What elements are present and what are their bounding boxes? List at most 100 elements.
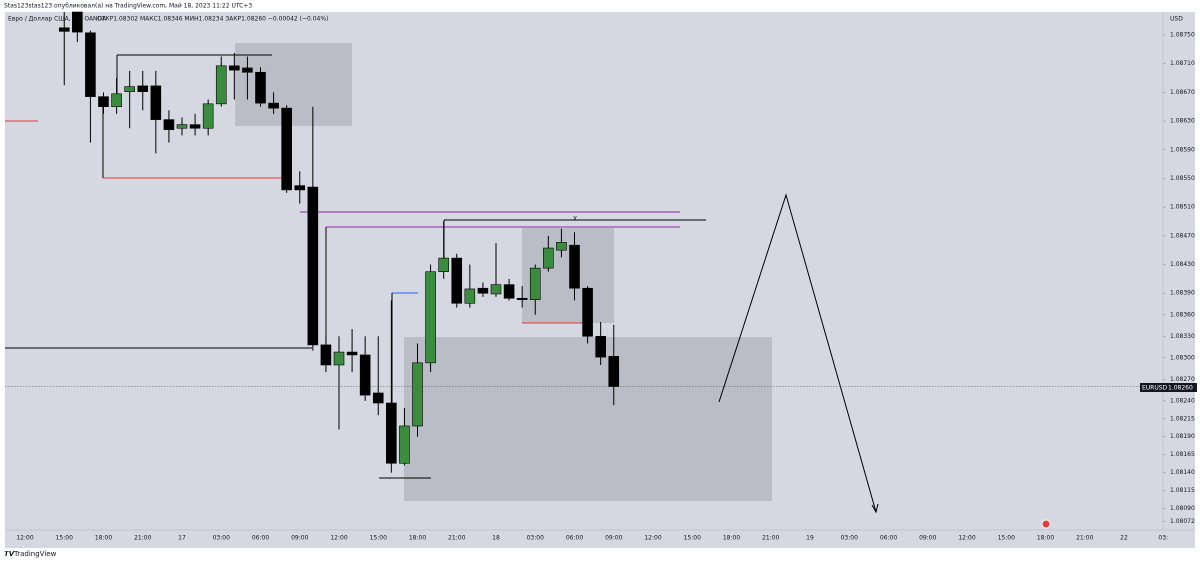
x-tick-label: 15:00 — [56, 535, 73, 542]
candle-body — [412, 362, 423, 427]
y-tick-label: 1.08360 — [1170, 311, 1195, 318]
drawings — [5, 43, 1051, 529]
x-tick-label: 12:00 — [958, 535, 975, 542]
projection-path — [718, 193, 877, 513]
x-tick-label: 09:00 — [919, 535, 936, 542]
x-tick-label: 03: — [1158, 535, 1168, 542]
x-tick-label: 21:00 — [448, 535, 465, 542]
event-icon — [1041, 519, 1051, 529]
candle-body — [451, 257, 463, 304]
y-tick-label: 1.08330 — [1170, 333, 1195, 340]
candle-body — [98, 96, 109, 108]
candle-body — [333, 351, 345, 366]
candle-body — [189, 124, 201, 129]
candle-body — [150, 85, 162, 120]
price-tag-symbol: EURUSD — [1142, 385, 1168, 392]
candle-body — [372, 392, 384, 404]
plot-background — [5, 12, 1195, 548]
candle-body — [176, 124, 188, 129]
y-tick-label: 1.08115 — [1170, 487, 1195, 494]
price-tag — [1140, 383, 1197, 392]
y-tick-label: 1.08270 — [1170, 376, 1195, 383]
zone-box — [404, 337, 772, 501]
candle-body — [516, 297, 528, 300]
candle-body — [255, 71, 266, 104]
x-tick-label: 09:00 — [605, 535, 622, 542]
candle-body — [359, 354, 371, 396]
x-tick-label: 19 — [806, 535, 814, 542]
y-tick-label: 1.08390 — [1170, 290, 1195, 297]
y-tick-label: 1.08140 — [1170, 469, 1195, 476]
currency: USD — [1170, 16, 1183, 23]
candle-body — [582, 287, 593, 337]
candle-body — [386, 402, 397, 464]
projection-arrowhead — [871, 503, 879, 514]
candle-body — [202, 103, 214, 129]
candle-body — [477, 287, 489, 294]
candle-body — [268, 102, 279, 109]
candle-body — [569, 244, 580, 289]
y-tick-label: 1.08240 — [1170, 397, 1195, 404]
zone-box — [235, 43, 352, 126]
x-tick-label: 18:00 — [723, 535, 740, 542]
x-tick-label: 21:00 — [1076, 535, 1093, 542]
x-tick-label: 17 — [178, 535, 186, 542]
candle-body — [307, 186, 319, 346]
candle-body — [72, 11, 83, 33]
candle-body — [490, 284, 502, 295]
x-tick-label: 18:00 — [1037, 535, 1054, 542]
x-tick-label: 18:00 — [95, 535, 112, 542]
x-tick-label: 15:00 — [684, 535, 701, 542]
candle-body — [294, 185, 306, 191]
x-tick-label: 15:00 — [370, 535, 387, 542]
y-tick-label: 1.08090 — [1170, 505, 1195, 512]
x-tick-label: 03:00 — [527, 535, 544, 542]
candle-body — [58, 27, 70, 32]
y-tick-label: 1.08550 — [1170, 175, 1195, 182]
candle-body — [85, 32, 96, 97]
y-tick-label: 1.08430 — [1170, 261, 1195, 268]
candle-body — [124, 86, 135, 92]
y-tick-label: 1.08630 — [1170, 118, 1195, 125]
candle-body — [215, 65, 227, 105]
symbol-title: Евро / Доллар США, 1Ч, OANDA — [8, 16, 107, 23]
candle-body — [163, 119, 175, 130]
y-tick-label: 1.08072 — [1170, 518, 1195, 525]
annotation: X — [573, 216, 577, 223]
x-tick-label: 21:00 — [762, 535, 779, 542]
footer: TradingView — [13, 550, 57, 558]
candle-body — [608, 356, 620, 387]
candle-body — [556, 242, 567, 251]
candle-body — [229, 65, 240, 71]
candle-body — [399, 425, 410, 464]
x-tick-label: 18:00 — [409, 535, 426, 542]
candle-body — [543, 247, 554, 269]
x-tick-label: 18 — [492, 535, 500, 542]
x-tick-label: 09:00 — [291, 535, 308, 542]
x-tick-label: 03:00 — [213, 535, 230, 542]
y-tick-label: 1.08190 — [1170, 433, 1195, 440]
price-tag-value: 1.08260 — [1168, 385, 1193, 392]
y-tick-label: 1.08710 — [1170, 60, 1195, 67]
footer-logo: 𝙏𝙑 — [4, 550, 15, 558]
candle-body — [242, 67, 253, 73]
candle-body — [346, 351, 358, 356]
header: Stas123stas123 опубликовал(а) на Trading… — [4, 3, 252, 10]
x-tick-label: 06:00 — [252, 535, 269, 542]
y-tick-label: 1.08750 — [1170, 31, 1195, 38]
y-tick-label: 1.08670 — [1170, 89, 1195, 96]
candle-body — [503, 284, 515, 299]
y-tick-label: 1.08510 — [1170, 204, 1195, 211]
ohlc-text: ОТКР1.08302 МАКС1.08346 МИН1.08234 ЗАКР1… — [97, 16, 328, 23]
candle-body — [595, 335, 606, 358]
candle-body — [281, 107, 292, 191]
candle-body — [425, 271, 436, 364]
x-tick-label: 12:00 — [644, 535, 661, 542]
y-tick-label: 1.08470 — [1170, 232, 1195, 239]
y-tick-label: 1.08300 — [1170, 354, 1195, 361]
x-tick-label: 15:00 — [998, 535, 1015, 542]
y-tick-label: 1.08215 — [1170, 415, 1195, 422]
x-tick-label: 12:00 — [16, 535, 33, 542]
x-tick-label: 03:00 — [841, 535, 858, 542]
